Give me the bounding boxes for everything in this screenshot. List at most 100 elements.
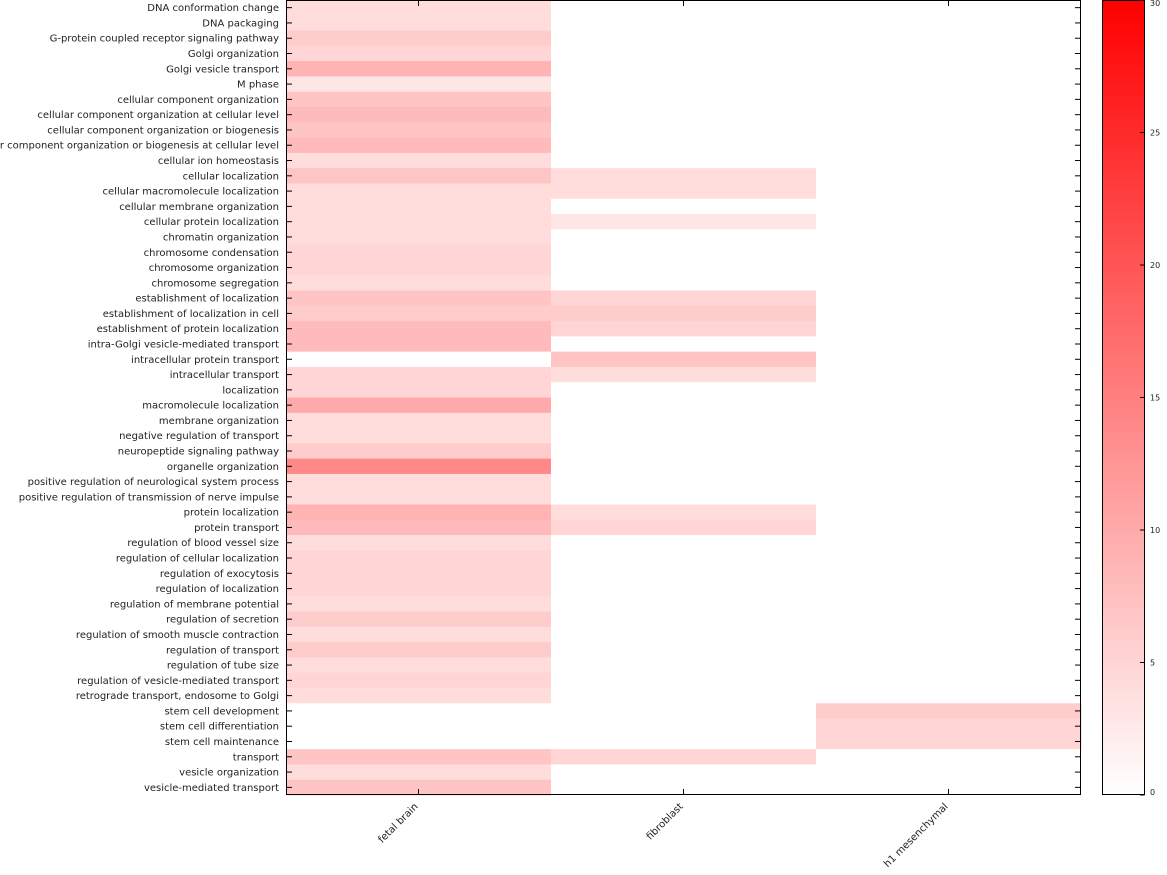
heatmap-cell bbox=[816, 122, 1082, 139]
heatmap-cell bbox=[286, 321, 552, 337]
heatmap-cell bbox=[551, 152, 817, 169]
row-label-g-protein-coupled-receptor-signaling-pathway: G-protein coupled receptor signaling pat… bbox=[50, 34, 279, 45]
heatmap-cell bbox=[551, 198, 817, 215]
heatmap-cell bbox=[286, 366, 552, 383]
heatmap-cell bbox=[551, 168, 817, 184]
heatmap-cell bbox=[286, 703, 552, 720]
heatmap-cell bbox=[551, 122, 817, 139]
row-label-golgi-organization: Golgi organization bbox=[188, 49, 279, 60]
heatmap-cell bbox=[551, 0, 817, 16]
heatmap-cell bbox=[551, 565, 817, 582]
heatmap-cell bbox=[551, 30, 817, 47]
column-label-fetal-brain: fetal brain bbox=[377, 801, 421, 845]
heatmap-cell bbox=[551, 672, 817, 689]
heatmap-cell bbox=[551, 779, 817, 796]
heatmap-cell bbox=[286, 259, 552, 276]
row-label-stem-cell-maintenance: stem cell maintenance bbox=[165, 737, 279, 748]
heatmap-cell bbox=[551, 473, 817, 490]
y-axis-labels: DNA conformation change DNA packaging G-pr… bbox=[0, 3, 279, 794]
heatmap-cell bbox=[551, 550, 817, 567]
heatmap-cell bbox=[286, 428, 552, 444]
heatmap-cell bbox=[551, 259, 817, 276]
heatmap-cell bbox=[286, 626, 552, 643]
heatmap-cell bbox=[816, 428, 1082, 444]
heatmap-cell bbox=[286, 290, 552, 307]
heatmap-cell bbox=[551, 229, 817, 246]
row-label-cellular-component-organization-or-biogenesis: cellular component organization or bioge… bbox=[47, 125, 279, 136]
row-label-cellular-macromolecule-localization: cellular macromolecule localization bbox=[103, 187, 279, 198]
heatmap-cell bbox=[816, 15, 1082, 32]
heatmap-cell bbox=[816, 703, 1082, 720]
heatmap-cell bbox=[551, 183, 817, 200]
heatmap-cell bbox=[551, 214, 817, 230]
row-label-retrograde-transport-endosome-to-golgi: retrograde transport, endosome to Golgi bbox=[76, 691, 279, 702]
heatmap-cell bbox=[286, 519, 552, 536]
row-label-regulation-of-transport: regulation of transport bbox=[166, 645, 279, 656]
heatmap-cell bbox=[551, 336, 817, 353]
row-label-intracellular-protein-transport: intracellular protein transport bbox=[131, 355, 279, 366]
heatmap-cell bbox=[286, 152, 552, 169]
heatmap-cell bbox=[286, 550, 552, 567]
colorbar-tick-label: 30 bbox=[1150, 0, 1160, 8]
heatmap-cell bbox=[286, 229, 552, 246]
heatmap-cell bbox=[551, 91, 817, 108]
row-label-organelle-organization: organelle organization bbox=[167, 462, 279, 473]
heatmap-cell bbox=[286, 214, 552, 230]
heatmap-cell bbox=[551, 733, 817, 750]
heatmap-cell bbox=[286, 657, 552, 674]
heatmap-cell bbox=[286, 15, 552, 32]
heatmap-cell bbox=[551, 642, 817, 658]
row-label-neuropeptide-signaling-pathway: neuropeptide signaling pathway bbox=[118, 447, 279, 458]
row-label-vesicle-organization: vesicle organization bbox=[179, 768, 279, 779]
colorbar-tick-label: 0 bbox=[1150, 788, 1155, 797]
heatmap-cell bbox=[551, 412, 817, 429]
row-label-m-phase: M phase bbox=[237, 80, 279, 91]
heatmap-cell bbox=[816, 275, 1082, 291]
row-label-regulation-of-exocytosis: regulation of exocytosis bbox=[160, 569, 279, 580]
heatmap-cell bbox=[286, 412, 552, 429]
heatmap-cell bbox=[816, 733, 1082, 750]
heatmap-cell bbox=[816, 0, 1082, 16]
heatmap-cell bbox=[816, 504, 1082, 521]
heatmap-cell bbox=[816, 443, 1082, 460]
heatmap-cell bbox=[816, 244, 1082, 261]
heatmap-cell bbox=[286, 351, 552, 368]
heatmap-cell bbox=[816, 718, 1082, 735]
heatmap-cell bbox=[551, 76, 817, 93]
heatmap-cell bbox=[816, 779, 1082, 796]
row-label-regulation-of-membrane-potential: regulation of membrane potential bbox=[110, 599, 279, 610]
heatmap-cell bbox=[286, 596, 552, 613]
row-label-intra-golgi-vesicle-mediated-transport: intra-Golgi vesicle-mediated transport bbox=[88, 339, 279, 350]
heatmap-cell bbox=[816, 687, 1082, 704]
row-label-chromosome-segregation: chromosome segregation bbox=[152, 278, 280, 289]
heatmap-cell bbox=[816, 672, 1082, 689]
heatmap-cell bbox=[551, 703, 817, 720]
row-label-positive-regulation-of-transmission-of-nerve-impulse: positive regulation of transmission of n… bbox=[19, 492, 279, 503]
heatmap-cell bbox=[816, 107, 1082, 123]
heatmap-cell bbox=[816, 137, 1082, 154]
heatmap-cell bbox=[286, 397, 552, 414]
heatmap-cell bbox=[551, 611, 817, 628]
heatmap-cell bbox=[816, 168, 1082, 184]
heatmap-cell bbox=[551, 305, 817, 322]
heatmap-cell bbox=[816, 473, 1082, 490]
heatmap-cell bbox=[286, 611, 552, 628]
heatmap-cell bbox=[286, 0, 552, 16]
heatmap-cell bbox=[286, 458, 552, 475]
heatmap-cell bbox=[551, 45, 817, 62]
heatmap-cell bbox=[286, 198, 552, 215]
heatmap-cell bbox=[816, 229, 1082, 246]
colorbar-tick-label: 15 bbox=[1150, 394, 1160, 403]
heatmap-cell bbox=[286, 443, 552, 460]
colorbar-tick-label: 25 bbox=[1150, 129, 1160, 138]
row-label-establishment-of-protein-localization: establishment of protein localization bbox=[97, 324, 279, 335]
heatmap-cell bbox=[816, 336, 1082, 353]
heatmap-cell bbox=[816, 764, 1082, 781]
heatmap-cell bbox=[816, 565, 1082, 582]
heatmap-cell bbox=[551, 687, 817, 704]
heatmap-cell bbox=[286, 382, 552, 398]
colorbar-gradient bbox=[1102, 0, 1145, 795]
row-label-transport: transport bbox=[233, 752, 279, 763]
heatmap-cell bbox=[286, 168, 552, 184]
heatmap-cell bbox=[816, 351, 1082, 368]
